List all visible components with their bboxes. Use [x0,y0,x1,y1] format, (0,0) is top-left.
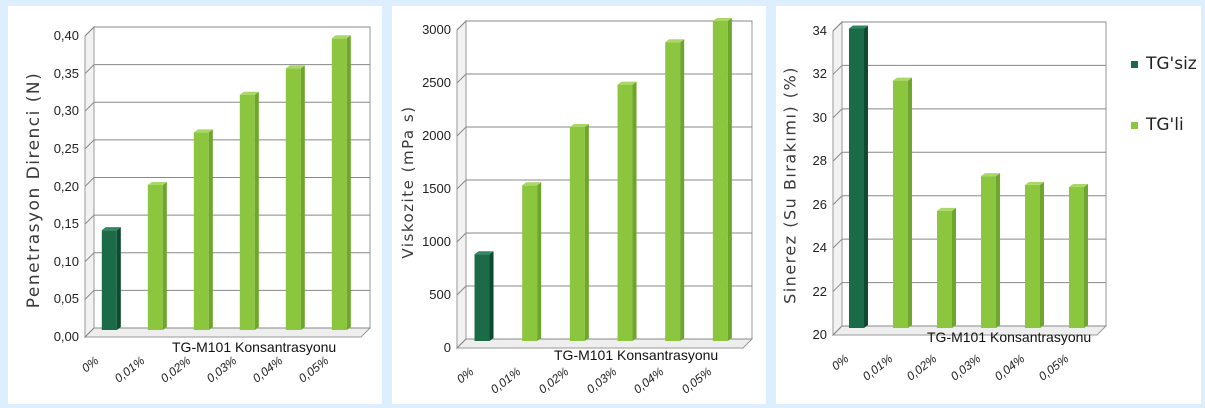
bar-side [490,251,494,341]
y-axis-title: Penetrasyon Direnci (N) [24,72,44,309]
y-tick-label: 1500 [421,181,451,196]
bar-side [347,35,351,330]
y-tick-label: 0,30 [49,103,79,118]
y-tick-label: 32 [797,66,827,81]
y-tick-label: 0,20 [49,179,79,194]
x-axis-title: TG-M101 Konsantrasyonu [927,329,1091,345]
y-tick-label: 20 [797,327,827,342]
y-tick-label: 28 [797,153,827,168]
bar [618,85,633,341]
y-tick-label: 0,35 [49,66,79,81]
y-tick-label: 2500 [421,75,451,90]
bar-side [301,65,305,330]
legend-item-tgli: TG'li [1131,115,1184,135]
legend-swatch-tgsiz [1131,61,1138,68]
bar [475,254,490,341]
y-tick-label: 26 [797,197,827,212]
side-wall [833,22,842,335]
bar-side [952,208,956,328]
y-tick-label: 3000 [421,22,451,37]
y-tick-label: 0,25 [49,141,79,156]
bar [332,38,347,330]
y-tick-label: 2000 [421,128,451,143]
bar [1069,187,1084,328]
bar [194,132,209,330]
legend-item-tgsiz: TG'siz [1131,54,1197,74]
bar-side [209,129,213,330]
bar-side [864,26,868,328]
bar [102,230,117,330]
bar [148,185,163,330]
bar-side [633,82,637,341]
floor [85,328,370,337]
legend-label-tgsiz: TG'siz [1146,54,1197,74]
legend-label-tgli: TG'li [1146,115,1184,135]
y-tick-label: 0 [421,340,451,355]
bar [1025,185,1040,328]
bar-side [680,39,684,341]
y-tick-label: 0,05 [49,291,79,306]
y-tick-label: 0,40 [49,28,79,43]
bar-side [585,124,589,341]
y-tick-label: 0,00 [49,329,79,344]
bar-side [908,78,912,328]
bar-side [996,173,1000,328]
bar [665,42,680,341]
bar [849,29,864,328]
bar [240,95,255,330]
bar [522,185,537,341]
bar [981,176,996,328]
bar [570,127,585,341]
bar [937,211,952,328]
bar-side [1040,182,1044,328]
bar [893,81,908,328]
y-tick-label: 30 [797,110,827,125]
y-tick-label: 500 [421,287,451,302]
x-axis-title: TG-M101 Konsantrasyonu [554,347,718,363]
bar-side [537,182,541,341]
legend-swatch-tgli [1131,122,1138,129]
x-axis-title: TG-M101 Konsantrasyonu [172,339,336,355]
bar-side [255,92,259,330]
bar-side [117,227,121,330]
bar-side [163,182,167,330]
plot-area [842,22,1106,326]
bar [286,68,301,330]
y-tick-label: 0,10 [49,254,79,269]
y-tick-label: 1000 [421,234,451,249]
y-axis-title: Sinerez (Su Bırakımı) (%) [781,66,800,304]
bar-side [1084,184,1088,328]
bar [713,21,728,341]
y-tick-label: 24 [797,240,827,255]
y-axis-title: Viskozite (mPa s) [399,105,417,258]
y-tick-label: 34 [797,23,827,38]
bar-side [728,18,732,341]
y-tick-label: 22 [797,284,827,299]
y-tick-label: 0,15 [49,216,79,231]
